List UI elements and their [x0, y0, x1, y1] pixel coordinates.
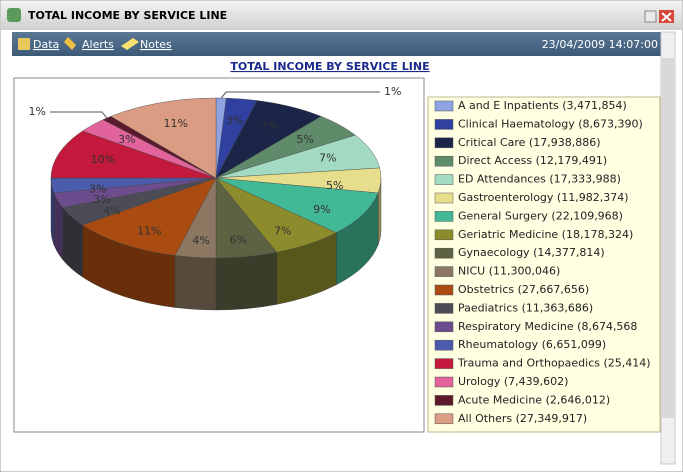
legend-swatch	[434, 100, 454, 112]
legend-label: General Surgery (22,109,968)	[458, 209, 623, 222]
legend-swatch	[434, 266, 454, 277]
data-icon	[18, 38, 30, 50]
slice-label: 10%	[91, 153, 115, 166]
notes-link[interactable]: Notes	[140, 38, 172, 51]
legend-label: Critical Care (17,938,886)	[458, 136, 601, 149]
legend-label: Obstetrics (27,667,656)	[458, 283, 589, 296]
legend-swatch	[434, 192, 454, 204]
legend-label: A and E Inpatients (3,471,854)	[458, 99, 627, 112]
slice-side	[174, 255, 217, 311]
legend-swatch	[434, 339, 454, 351]
title-bar	[1, 1, 682, 30]
legend-label: Clinical Haematology (8,673,390)	[458, 117, 643, 130]
legend-label: Direct Access (12,179,491)	[458, 154, 607, 167]
slice	[82, 177, 217, 256]
legend-label: ED Attendances (17,333,988)	[458, 173, 621, 186]
legend-label: Gastroenterology (11,982,374)	[458, 191, 629, 204]
legend-label: Trauma and Orthopaedics (25,414)	[457, 357, 651, 370]
legend-label: Paediatrics (11,363,686)	[458, 301, 593, 314]
timestamp: 23/04/2009 14:07:00	[542, 38, 658, 51]
slice-label: 3%	[89, 182, 106, 195]
legend-swatch	[434, 211, 454, 222]
alerts-icon	[64, 37, 76, 50]
leader-line	[220, 91, 380, 99]
leader-line	[50, 111, 108, 119]
slice-label: 1%	[29, 105, 46, 118]
alerts-link[interactable]: Alerts	[82, 38, 114, 51]
slice	[50, 130, 217, 179]
slice-label: 3%	[226, 114, 243, 127]
legend-swatch	[434, 395, 454, 406]
slice	[215, 177, 379, 233]
slice-label: 9%	[313, 203, 330, 216]
legend-label: Geriatric Medicine (18,178,324)	[458, 228, 633, 241]
legend-swatch	[434, 119, 454, 130]
restore-button[interactable]	[644, 10, 657, 23]
legend-swatch	[434, 229, 454, 241]
legend-swatch	[434, 174, 454, 185]
legend-label: Rheumatology (6,651,099)	[458, 338, 606, 351]
chart-title: TOTAL INCOME BY SERVICE LINE	[230, 60, 429, 73]
legend-swatch	[434, 137, 454, 149]
scroll-thumb[interactable]	[662, 58, 674, 418]
close-icon	[661, 12, 672, 22]
legend-swatch	[434, 358, 454, 369]
legend-swatch	[434, 155, 454, 167]
window-title: TOTAL INCOME BY SERVICE LINE	[28, 9, 227, 22]
slice-label: 7%	[274, 225, 291, 238]
legend-swatch	[434, 413, 454, 425]
slice-label: 5%	[296, 133, 313, 146]
slice-label: 11%	[137, 225, 161, 238]
legend-label: Respiratory Medicine (8,674,568	[458, 320, 637, 333]
slice-label: 3%	[118, 133, 135, 146]
slice-label: 7%	[261, 120, 278, 133]
slice-label: 4%	[192, 234, 209, 247]
legend-swatch	[434, 303, 454, 314]
data-link[interactable]: Data	[33, 38, 59, 51]
legend	[427, 96, 661, 433]
slice-label: 4%	[103, 205, 120, 218]
slice-label: 6%	[230, 234, 247, 247]
legend-label: NICU (11,300,046)	[458, 265, 560, 278]
toolbar	[12, 32, 661, 56]
legend-swatch	[434, 284, 454, 296]
slice-side	[215, 252, 277, 311]
slice-label: 5%	[326, 179, 343, 192]
slice-label: 1%	[384, 85, 401, 98]
legend-swatch	[434, 376, 454, 388]
slice	[110, 97, 217, 179]
window-icon	[7, 8, 21, 22]
slice-label: 3%	[93, 193, 110, 206]
slice-label: 7%	[319, 151, 336, 164]
legend-swatch	[434, 247, 454, 259]
legend-label: Urology (7,439,602)	[458, 375, 568, 388]
notes-icon	[121, 38, 139, 50]
legend-swatch	[434, 321, 454, 333]
legend-label: All Others (27,349,917)	[458, 412, 587, 425]
slice-label: 11%	[164, 117, 188, 130]
legend-label: Acute Medicine (2,646,012)	[458, 393, 610, 406]
legend-label: Gynaecology (14,377,814)	[458, 246, 605, 259]
